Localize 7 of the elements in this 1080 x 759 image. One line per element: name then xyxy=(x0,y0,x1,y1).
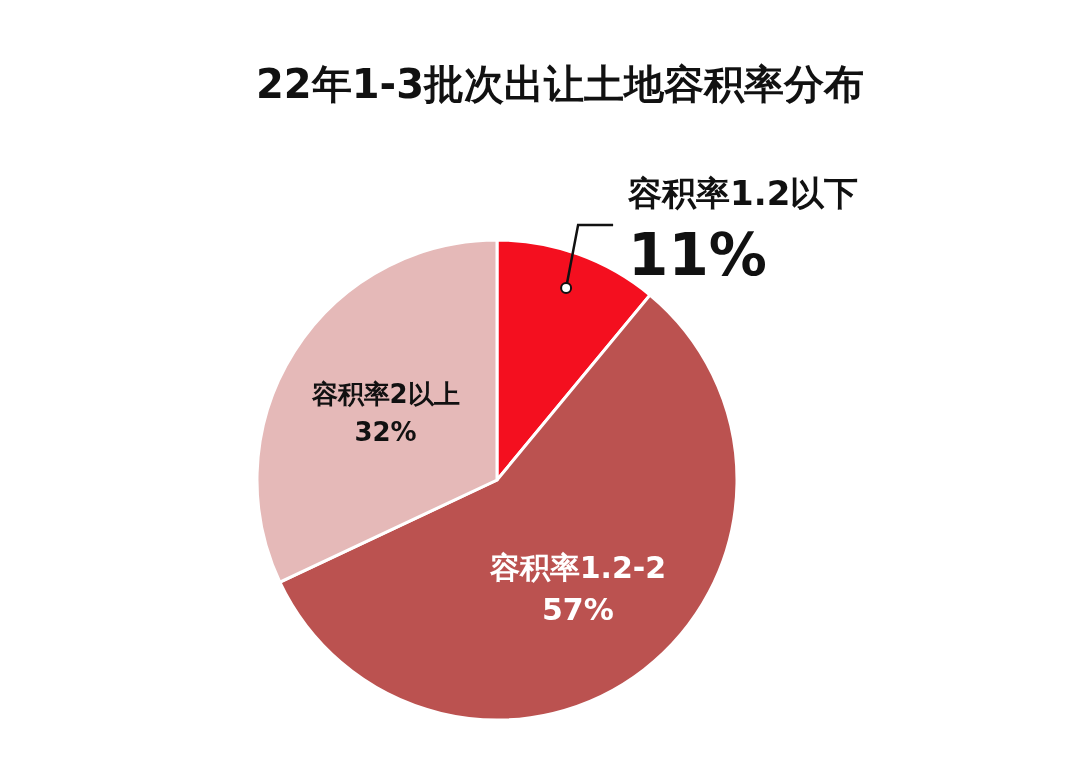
chart-title: 22年1-3批次出让土地容积率分布 xyxy=(256,61,864,107)
slice-label: 容积率1.2-2 xyxy=(488,550,667,586)
data-label: 57% xyxy=(542,592,614,628)
data-label: 11% xyxy=(628,221,767,289)
slice-label: 容积率2以上 xyxy=(310,379,460,410)
data-label: 32% xyxy=(354,417,417,448)
slice-label: 容积率1.2以下 xyxy=(627,173,859,213)
